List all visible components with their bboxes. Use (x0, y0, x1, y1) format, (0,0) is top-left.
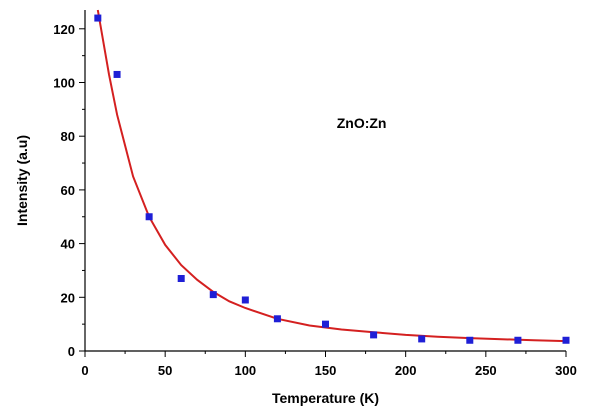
data-point (418, 335, 426, 343)
axis-frame (84, 10, 566, 352)
x-tick-label: 50 (158, 363, 172, 378)
data-point (466, 336, 474, 344)
y-tick-label: 60 (61, 183, 75, 198)
data-point (241, 296, 249, 304)
data-point (370, 331, 378, 339)
y-tick-label: 100 (53, 75, 75, 90)
data-point (94, 14, 102, 22)
y-tick-label: 40 (61, 237, 75, 252)
x-tick-label: 100 (234, 363, 256, 378)
data-point (113, 70, 121, 78)
x-tick-label: 300 (555, 363, 577, 378)
y-tick-label: 0 (68, 344, 75, 359)
y-tick-label: 20 (61, 290, 75, 305)
y-tick-label: 80 (61, 129, 75, 144)
data-point (209, 291, 217, 299)
data-point (177, 275, 185, 283)
x-axis-label: Temperature (K) (272, 390, 379, 406)
ticks-layer: 0 50 100 150 200 250 300 0 20 40 60 80 100 120 (53, 22, 577, 378)
x-tick-label: 0 (81, 363, 88, 378)
chart-annotation: ZnO:Zn (337, 115, 387, 131)
data-point (145, 213, 153, 221)
y-tick-label: 120 (53, 22, 75, 37)
data-point (273, 315, 281, 323)
x-tick-label: 200 (395, 363, 417, 378)
data-point (514, 336, 522, 344)
x-tick-label: 250 (475, 363, 497, 378)
data-point (322, 320, 329, 328)
fit-curve (96, 9, 567, 343)
y-axis-label: Intensity (a.u) (14, 135, 30, 226)
x-tick-label: 150 (315, 363, 337, 378)
data-points (94, 14, 570, 344)
data-point (562, 336, 570, 344)
